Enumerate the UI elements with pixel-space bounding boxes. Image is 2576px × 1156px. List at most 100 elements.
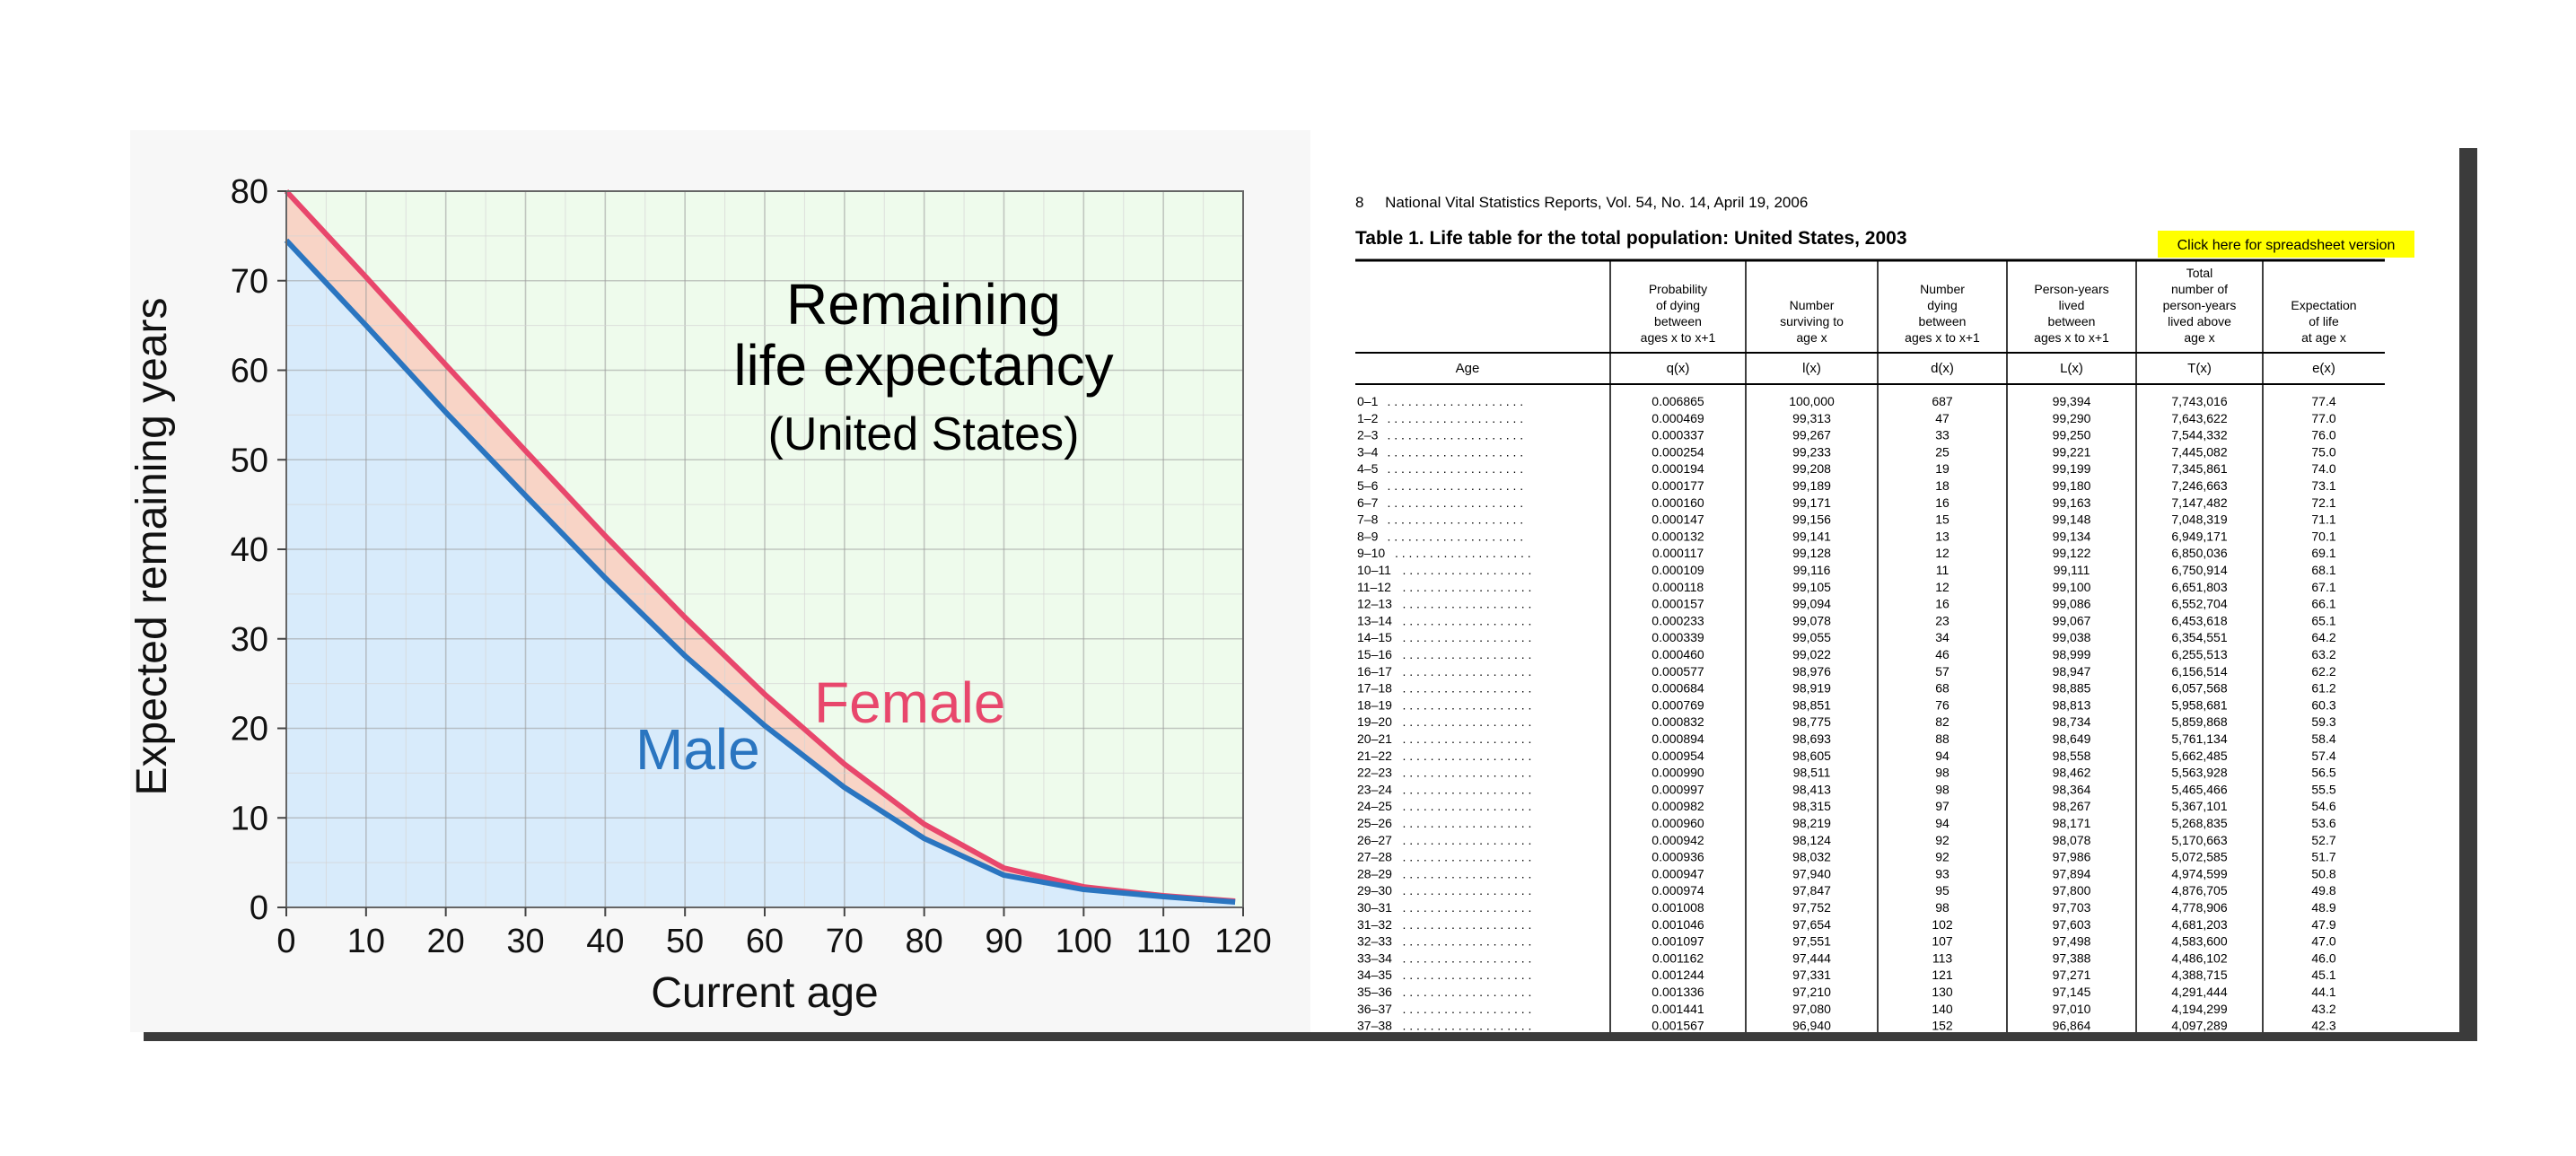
dot-leader: . . . . . . . . . . . . . . . . . . . — [1403, 563, 1532, 577]
dot-leader: . . . . . . . . . . . . . . . . . . . — [1403, 900, 1532, 915]
y-axis-label: Expected remaining years — [130, 298, 176, 796]
table-cell: 6,552,704 — [2171, 597, 2227, 611]
age-cell: 11–12 — [1357, 580, 1391, 594]
table-cell: 107 — [1932, 934, 1953, 949]
table-cell: 0.000460 — [1652, 647, 1704, 661]
table-cell: 33 — [1935, 428, 1950, 442]
table-cell: 97 — [1935, 799, 1950, 813]
column-header-text: Person-years — [2034, 282, 2108, 296]
age-cell: 12–13 — [1357, 597, 1392, 611]
table-cell: 99,189 — [1792, 478, 1831, 493]
table-cell: 4,486,102 — [2171, 950, 2227, 965]
column-header-text: between — [1919, 314, 1967, 328]
table-cell: 74.0 — [2311, 461, 2335, 476]
table-cell: 82 — [1935, 714, 1950, 729]
table-cell: 25 — [1935, 444, 1950, 459]
table-cell: 99,134 — [2053, 529, 2091, 543]
table-cell: 98,813 — [2053, 697, 2091, 712]
table-row: 18–19 . . . . . . . . . . . . . . . . . … — [1357, 697, 2336, 712]
table-cell: 94 — [1935, 816, 1950, 830]
table-cell: 99,128 — [1792, 546, 1831, 560]
column-symbol: T(x) — [2187, 361, 2212, 376]
table-cell: 99,233 — [1792, 444, 1831, 459]
column-header-text: ages x to x+1 — [1905, 330, 1980, 345]
spreadsheet-button[interactable] — [2158, 231, 2414, 258]
table-cell: 4,876,705 — [2171, 883, 2227, 898]
table-cell: 0.000118 — [1652, 580, 1704, 594]
table-cell: 0.000894 — [1652, 731, 1704, 746]
dot-leader: . . . . . . . . . . . . . . . . . . . . — [1388, 478, 1524, 493]
column-header-text: between — [1654, 314, 1702, 328]
dot-leader: . . . . . . . . . . . . . . . . . . . — [1403, 782, 1532, 796]
dot-leader: . . . . . . . . . . . . . . . . . . . — [1403, 580, 1532, 594]
dot-leader: . . . . . . . . . . . . . . . . . . . . — [1388, 461, 1524, 476]
table-cell: 75.0 — [2311, 444, 2335, 459]
dot-leader: . . . . . . . . . . . . . . . . . . . — [1403, 714, 1532, 729]
table-cell: 88 — [1935, 731, 1950, 746]
table-cell: 0.000160 — [1652, 495, 1704, 510]
age-cell: 25–26 — [1357, 816, 1392, 830]
table-cell: 98 — [1935, 900, 1950, 915]
table-row: 29–30 . . . . . . . . . . . . . . . . . … — [1357, 883, 2336, 898]
table-cell: 99,086 — [2053, 597, 2091, 611]
table-cell: 61.2 — [2311, 681, 2335, 696]
table-cell: 98,462 — [2053, 766, 2091, 780]
table-cell: 4,778,906 — [2171, 900, 2227, 915]
table-cell: 62.2 — [2311, 664, 2335, 679]
column-symbol: L(x) — [2060, 361, 2083, 376]
column-header-text: age x — [1796, 330, 1827, 345]
age-cell: 18–19 — [1357, 697, 1392, 712]
table-cell: 0.000936 — [1652, 850, 1704, 864]
table-cell: 98,919 — [1792, 681, 1831, 696]
table-cell: 7,048,319 — [2171, 512, 2227, 527]
dot-leader: . . . . . . . . . . . . . . . . . . . . — [1388, 411, 1524, 425]
table-cell: 99,038 — [2053, 630, 2091, 644]
table-cell: 99,208 — [1792, 461, 1831, 476]
dot-leader: . . . . . . . . . . . . . . . . . . . . — [1388, 428, 1524, 442]
table-cell: 0.000954 — [1652, 749, 1704, 763]
table-cell: 98,219 — [1792, 816, 1831, 830]
dot-leader: . . . . . . . . . . . . . . . . . . . — [1403, 833, 1532, 847]
chart-subtitle: (United States) — [768, 408, 1080, 460]
age-cell: 24–25 — [1357, 799, 1392, 813]
table-cell: 96,864 — [2053, 1019, 2091, 1032]
table-cell: 46 — [1935, 647, 1950, 661]
x-tick-label: 60 — [746, 923, 784, 960]
y-tick-label: 40 — [231, 531, 268, 569]
table-row: 1–2 . . . . . . . . . . . . . . . . . . … — [1357, 411, 2336, 425]
age-cell: 37–38 — [1357, 1019, 1392, 1032]
table-cell: 77.0 — [2311, 411, 2335, 425]
table-row: 19–20 . . . . . . . . . . . . . . . . . … — [1357, 714, 2336, 729]
age-cell: 0–1 — [1357, 394, 1379, 408]
x-tick-label: 0 — [276, 923, 295, 960]
table-cell: 98,999 — [2053, 647, 2091, 661]
table-cell: 7,345,861 — [2171, 461, 2227, 476]
table-cell: 5,958,681 — [2171, 697, 2227, 712]
table-cell: 95 — [1935, 883, 1950, 898]
table-cell: 97,010 — [2053, 1002, 2091, 1016]
dot-leader: . . . . . . . . . . . . . . . . . . . — [1403, 731, 1532, 746]
age-cell: 21–22 — [1357, 749, 1392, 763]
table-cell: 6,850,036 — [2171, 546, 2227, 560]
table-row: 0–1 . . . . . . . . . . . . . . . . . . … — [1357, 394, 2336, 408]
spreadsheet-button-label[interactable]: Click here for spreadsheet version — [2177, 238, 2396, 253]
table-cell: 72.1 — [2311, 495, 2335, 510]
x-tick-label: 50 — [666, 923, 704, 960]
table-cell: 99,199 — [2053, 461, 2091, 476]
table-cell: 97,894 — [2053, 866, 2091, 880]
table-cell: 0.001097 — [1652, 934, 1704, 949]
table-cell: 7,246,663 — [2171, 478, 2227, 493]
age-cell: 32–33 — [1357, 934, 1392, 949]
table-row: 22–23 . . . . . . . . . . . . . . . . . … — [1357, 766, 2336, 780]
column-header-text: surviving to — [1780, 314, 1844, 328]
table-cell: 66.1 — [2311, 597, 2335, 611]
table-cell: 97,388 — [2053, 950, 2091, 965]
table-cell: 92 — [1935, 833, 1950, 847]
table-cell: 130 — [1932, 985, 1953, 999]
table-cell: 4,388,715 — [2171, 968, 2227, 982]
table-cell: 4,583,600 — [2171, 934, 2227, 949]
column-symbol: d(x) — [1931, 361, 1954, 376]
dot-leader: . . . . . . . . . . . . . . . . . . . . — [1388, 444, 1524, 459]
dot-leader: . . . . . . . . . . . . . . . . . . . — [1403, 799, 1532, 813]
table-cell: 68 — [1935, 681, 1950, 696]
